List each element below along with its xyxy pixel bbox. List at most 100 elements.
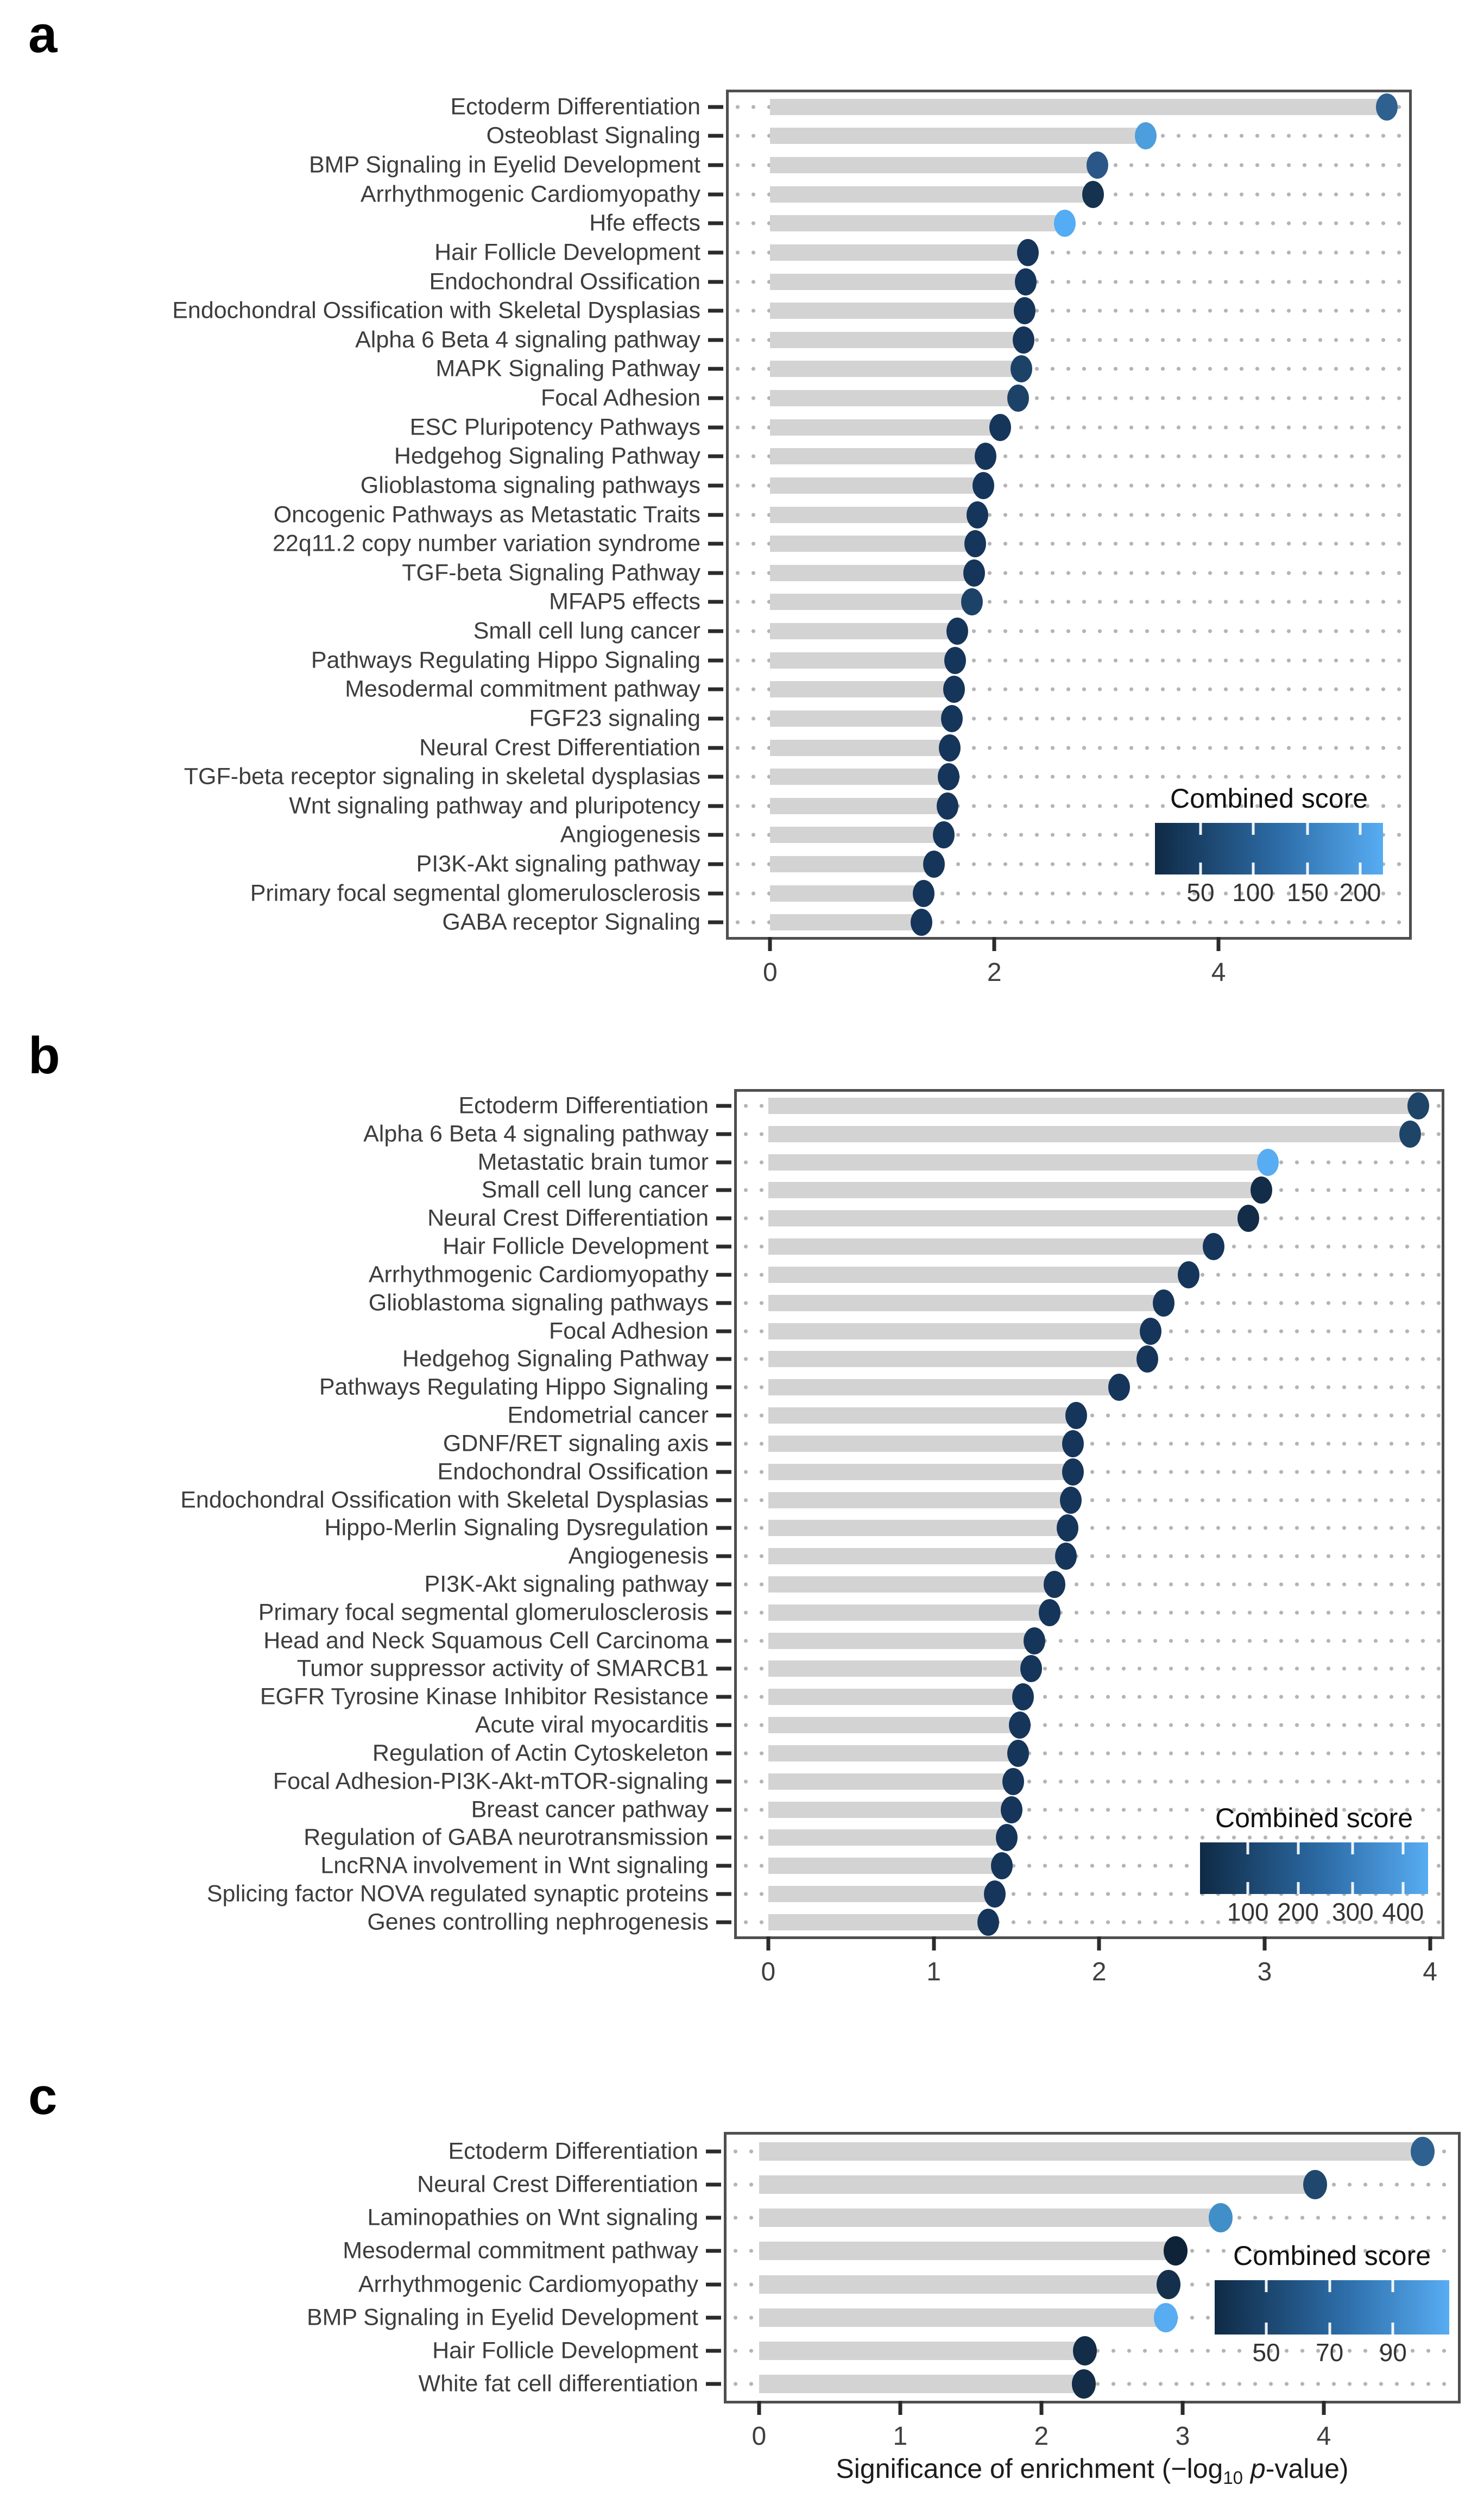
legend-tick-mark [1265,2323,1268,2335]
x-tick-label: 4 [1316,2422,1331,2451]
legend-tick-label: 200 [1277,1898,1319,1926]
category-label: FGF23 signaling [529,705,701,732]
y-tick-mark [716,1920,731,1924]
y-tick-mark [716,1273,731,1277]
chart-row: Endochondral Ossification [437,1458,1442,1486]
dotted-guide-line [738,1835,1441,1841]
legend-gradient-bar [1200,1842,1428,1894]
legend-tick-mark [1306,863,1309,874]
significance-bar [768,1379,1119,1396]
chart-row: 22q11.2 copy number variation syndrome [273,529,1409,558]
panel-b-plot: Ectoderm Differentiation Alpha 6 Beta 4 s… [180,1089,1444,1986]
chart-row: Breast cancer pathway [471,1796,1442,1824]
legend-tick-mark [1401,1842,1405,1854]
significance-bar [770,419,1000,436]
category-label: Focal Adhesion [540,385,700,411]
legend-tick-mark [1328,2280,1331,2292]
score-dot-marker [940,704,963,732]
panel-letter-a: a [28,5,58,64]
significance-bar [768,1801,1012,1818]
x-tick-mark [992,937,996,951]
dotted-guide-line [738,1891,1441,1897]
category-label: Arrhythmogenic Cardiomyopathy [368,1261,709,1288]
y-tick-mark [706,2149,721,2154]
x-tick-label: 0 [763,958,778,987]
score-dot-marker [913,879,935,907]
chart-row: Hair Follicle Development [434,238,1409,267]
category-label: Tumor suppressor activity of SMARCB1 [296,1655,709,1682]
legend-tick-mark [1306,823,1309,835]
score-dot-marker [1020,1655,1043,1683]
category-label: MAPK Signaling Pathway [435,355,700,382]
y-tick-mark [706,2282,721,2287]
y-tick-mark [708,542,723,546]
legend-tick-label: 100 [1232,878,1274,907]
category-label: ESC Pluripotency Pathways [409,414,700,441]
chart-row: Angiogenesis [569,1542,1442,1570]
legend-tick-label: 70 [1316,2338,1344,2367]
category-label: Hair Follicle Development [443,1233,709,1260]
legend-tick-mark [1359,863,1362,874]
category-label: Focal Adhesion-PI3K-Akt-mTOR-signaling [273,1768,709,1795]
x-tick-mark [1262,1936,1267,1950]
y-tick-mark [708,513,723,517]
chart-row: ESC Pluripotency Pathways [410,413,1409,442]
legend-tick-mark [1391,2323,1394,2335]
chart-row: Hippo-Merlin Signaling Dysregulation [325,1514,1442,1542]
score-dot-marker [977,1908,1000,1936]
y-tick-mark [716,1470,731,1474]
score-dot-marker [1087,152,1109,179]
category-label: TGF-beta Signaling Pathway [402,559,700,586]
score-dot-marker [1009,1712,1031,1739]
y-tick-mark [706,2216,721,2220]
legend-tick-mark [1351,1842,1354,1854]
significance-bar [770,594,972,611]
score-dot-marker [1237,1205,1259,1232]
significance-bar [768,1154,1268,1171]
y-tick-mark [708,280,723,284]
y-tick-mark [708,163,723,167]
chart-row: Hfe effects [589,209,1409,238]
category-label: Acute viral myocarditis [475,1712,709,1738]
chart-row: GABA receptor Signaling [442,908,1409,937]
score-dot-marker [1153,1289,1175,1317]
chart-row: PI3K-Akt signaling pathway [425,1570,1442,1599]
y-tick-mark [708,804,723,808]
y-tick-mark [716,1639,731,1643]
legend-gradient-bar [1155,823,1383,874]
score-dot-marker [946,618,969,645]
category-label: White fat cell differentiation [418,2370,698,2397]
dotted-guide-line [730,482,1408,488]
chart-row: Glioblastoma signaling pathways [361,471,1409,500]
significance-bar [770,623,958,640]
legend-title: Combined score [1170,783,1368,814]
dotted-guide-line [738,1609,1441,1615]
significance-bar [770,390,1018,407]
score-dot-marker [974,443,996,470]
significance-bar [770,98,1387,115]
y-tick-mark [716,1132,731,1136]
dotted-guide-line [730,687,1408,693]
significance-bar [759,2208,1221,2228]
legend-title: Combined score [1215,1803,1413,1833]
score-dot-marker [1024,1627,1046,1654]
y-tick-mark [708,658,723,663]
significance-bar [770,885,924,902]
significance-bar [759,2242,1176,2261]
dotted-guide-line [738,1666,1441,1672]
chart-row: Alpha 6 Beta 4 signaling pathway [363,1120,1442,1148]
x-tick-label: 0 [761,1958,776,1986]
chart-row: Arrhythmogenic Cardiomyopathy [358,2268,1458,2301]
category-label: Neural Crest Differentiation [417,2171,698,2198]
score-dot-marker [938,734,961,762]
significance-bar [759,2175,1316,2194]
score-dot-marker [1250,1176,1272,1204]
category-label: Regulation of GABA neurotransmission [304,1824,709,1851]
x-tick-label: 1 [893,2422,908,2451]
category-label: Regulation of Actin Cytoskeleton [372,1740,709,1766]
legend-tick-mark [1265,2280,1268,2292]
x-tick-label: 1 [926,1958,941,1986]
dotted-guide-line [738,1638,1441,1644]
y-tick-mark [708,105,723,109]
significance-bar [759,2342,1085,2361]
